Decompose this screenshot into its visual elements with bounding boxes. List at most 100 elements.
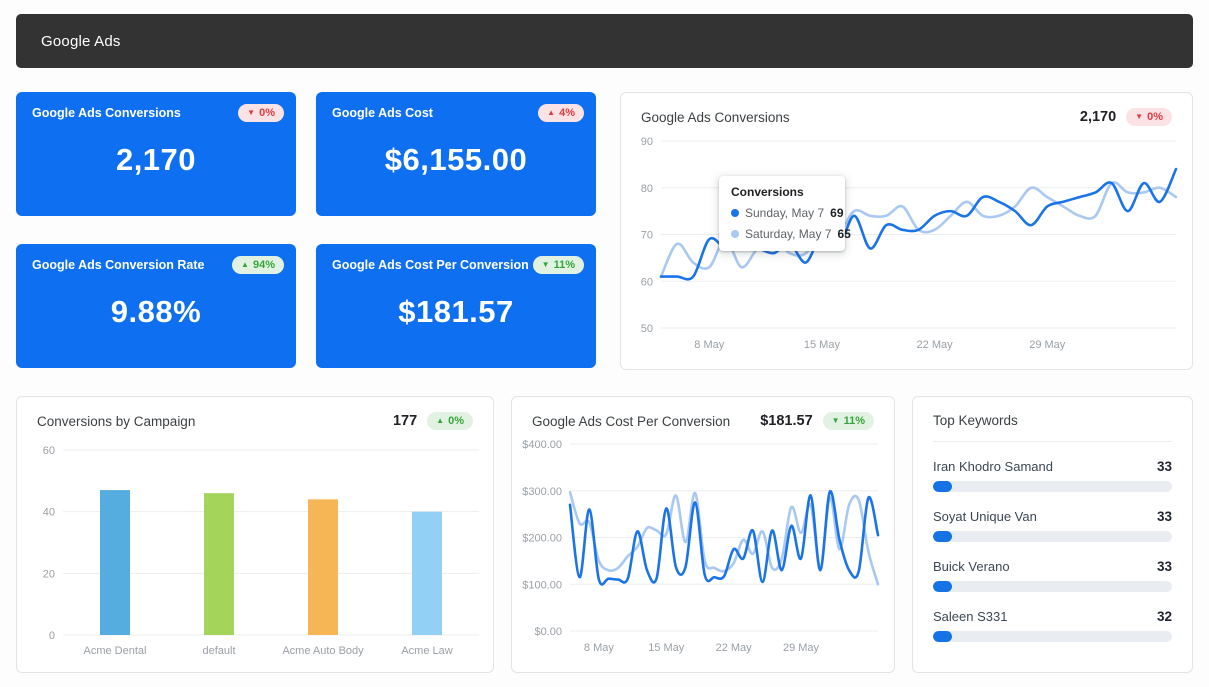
keyword-progress-fill [933,481,953,492]
keyword-progress-track [933,531,1172,542]
kpi-card-conversions[interactable]: Google Ads Conversions ▼ 0% 2,170 [16,92,296,216]
tooltip-row: Sunday, May 7 69 [731,206,844,220]
tooltip-title: Conversions [731,185,804,199]
svg-text:$100.00: $100.00 [522,579,562,591]
svg-text:8 May: 8 May [584,642,614,654]
delta-value: 0% [1147,111,1163,123]
delta-value: 11% [553,259,575,271]
card-header: Conversions by Campaign 177 ▲ 0% [17,397,493,430]
svg-text:20: 20 [43,568,55,580]
campaign-bar-chart[interactable]: 60 40 20 0 Acme Dental default Acme Auto Body A… [17,430,493,660]
svg-text:0: 0 [49,630,55,642]
keyword-progress-fill [933,631,953,642]
chart-total-value: $181.57 [760,413,813,429]
delta-value: 4% [559,107,575,119]
delta-badge: ▼ 0% [1126,108,1172,126]
keyword-item[interactable]: Soyat Unique Van 33 [933,509,1172,542]
keyword-label: Buick Verano [933,559,1010,574]
conversions-line-chart[interactable]: 90 80 70 60 50 8 May 15 May 22 May 29 May [621,126,1192,356]
svg-text:15 May: 15 May [648,642,685,654]
app-header: Google Ads [16,14,1193,68]
top-section: Google Ads Conversions ▼ 0% 2,170 Google … [16,92,1193,370]
tooltip-value: 69 [830,206,844,220]
svg-text:60: 60 [43,445,55,457]
keyword-value: 32 [1156,609,1172,624]
chart-total-value: 177 [392,413,418,429]
svg-text:80: 80 [641,183,653,195]
svg-text:22 May: 22 May [917,339,954,351]
keyword-progress-track [933,631,1172,642]
delta-badge: ▲ 0% [427,412,473,430]
kpi-value: 2,170 [115,142,197,177]
chart-total-value: 2,170 [1079,109,1117,125]
svg-text:$400.00: $400.00 [522,439,562,451]
keyword-item[interactable]: Saleen S331 32 [933,609,1172,642]
svg-text:Acme Dental: Acme Dental [84,645,147,657]
keyword-label: Soyat Unique Van [933,509,1037,524]
kpi-card-conversion-rate[interactable]: Google Ads Conversion Rate ▲ 94% 9.88% [16,244,296,368]
delta-value: 11% [843,415,865,427]
svg-text:Acme Law: Acme Law [401,645,452,657]
keywords-title: Top Keywords [933,413,1018,428]
chart-tooltip: Conversions Sunday, May 7 69 Saturday, M… [719,176,851,251]
svg-text:50: 50 [641,323,653,335]
svg-text:default: default [202,645,235,657]
delta-badge: ▲ 94% [232,256,284,274]
card-header: Google Ads Cost Per Conversion $181.57 ▼… [512,397,894,430]
svg-text:60: 60 [641,276,653,288]
conversions-chart-card: Google Ads Conversions 2,170 ▼ 0% 90 80 70 6… [620,92,1193,370]
tooltip-row: Saturday, May 7 65 [731,227,851,241]
keyword-value: 33 [1156,509,1172,524]
series-dot-icon [731,209,739,217]
svg-text:$200.00: $200.00 [522,533,562,545]
tooltip-value: 65 [837,227,851,241]
arrow-up-icon: ▲ [547,108,556,117]
kpi-label: Google Ads Conversions [32,106,181,120]
keyword-progress-fill [933,581,953,592]
page-title: Google Ads [41,32,121,50]
cpc-line-chart[interactable]: $400.00 $300.00 $200.00 $100.00 $0.00 8 May 15… [512,430,894,660]
kpi-grid: Google Ads Conversions ▼ 0% 2,170 Google … [16,92,596,370]
svg-text:$300.00: $300.00 [522,486,562,498]
keyword-item[interactable]: Iran Khodro Samand 33 [933,459,1172,492]
tooltip-label: Saturday, May 7 [745,227,832,241]
series-dot-icon [731,230,739,238]
svg-text:90: 90 [641,136,653,148]
kpi-label: Google Ads Cost [332,106,433,120]
kpi-value: $6,155.00 [384,142,528,177]
svg-text:29 May: 29 May [1029,339,1066,351]
kpi-label: Google Ads Conversion Rate [32,258,205,272]
keyword-progress-fill [933,531,953,542]
kpi-value: 9.88% [110,294,202,329]
delta-badge: ▼ 11% [822,412,874,430]
svg-text:15 May: 15 May [804,339,841,351]
kpi-value: $181.57 [398,294,514,329]
keyword-value: 33 [1156,559,1172,574]
chart-title: Google Ads Cost Per Conversion [532,413,731,429]
svg-text:$0.00: $0.00 [534,626,562,638]
arrow-down-icon: ▼ [1135,112,1144,121]
arrow-up-icon: ▲ [436,416,445,425]
kpi-label: Google Ads Cost Per Conversion [332,258,529,272]
keyword-label: Saleen S331 [933,609,1008,624]
keyword-progress-track [933,481,1172,492]
chart-title: Conversions by Campaign [37,413,196,429]
arrow-down-icon: ▼ [831,416,840,425]
delta-value: 94% [252,259,275,271]
keyword-item[interactable]: Buick Verano 33 [933,559,1172,592]
divider [933,441,1172,442]
kpi-card-cost-per-conversion[interactable]: Google Ads Cost Per Conversion ▼ 11% $181… [316,244,596,368]
svg-text:8 May: 8 May [694,339,724,351]
keyword-progress-track [933,581,1172,592]
tooltip-label: Sunday, May 7 [745,206,825,220]
campaign-chart-card: Conversions by Campaign 177 ▲ 0% 60 40 20 0 A… [16,396,494,673]
arrow-down-icon: ▼ [541,260,550,269]
top-keywords-card: Top Keywords Iran Khodro Samand 33 Soyat … [912,396,1193,673]
chart-title: Google Ads Conversions [641,109,790,125]
svg-text:Acme Auto Body: Acme Auto Body [282,645,364,657]
card-header: Google Ads Conversions 2,170 ▼ 0% [621,93,1192,126]
delta-value: 0% [259,107,275,119]
kpi-card-cost[interactable]: Google Ads Cost ▲ 4% $6,155.00 [316,92,596,216]
arrow-up-icon: ▲ [241,260,249,269]
